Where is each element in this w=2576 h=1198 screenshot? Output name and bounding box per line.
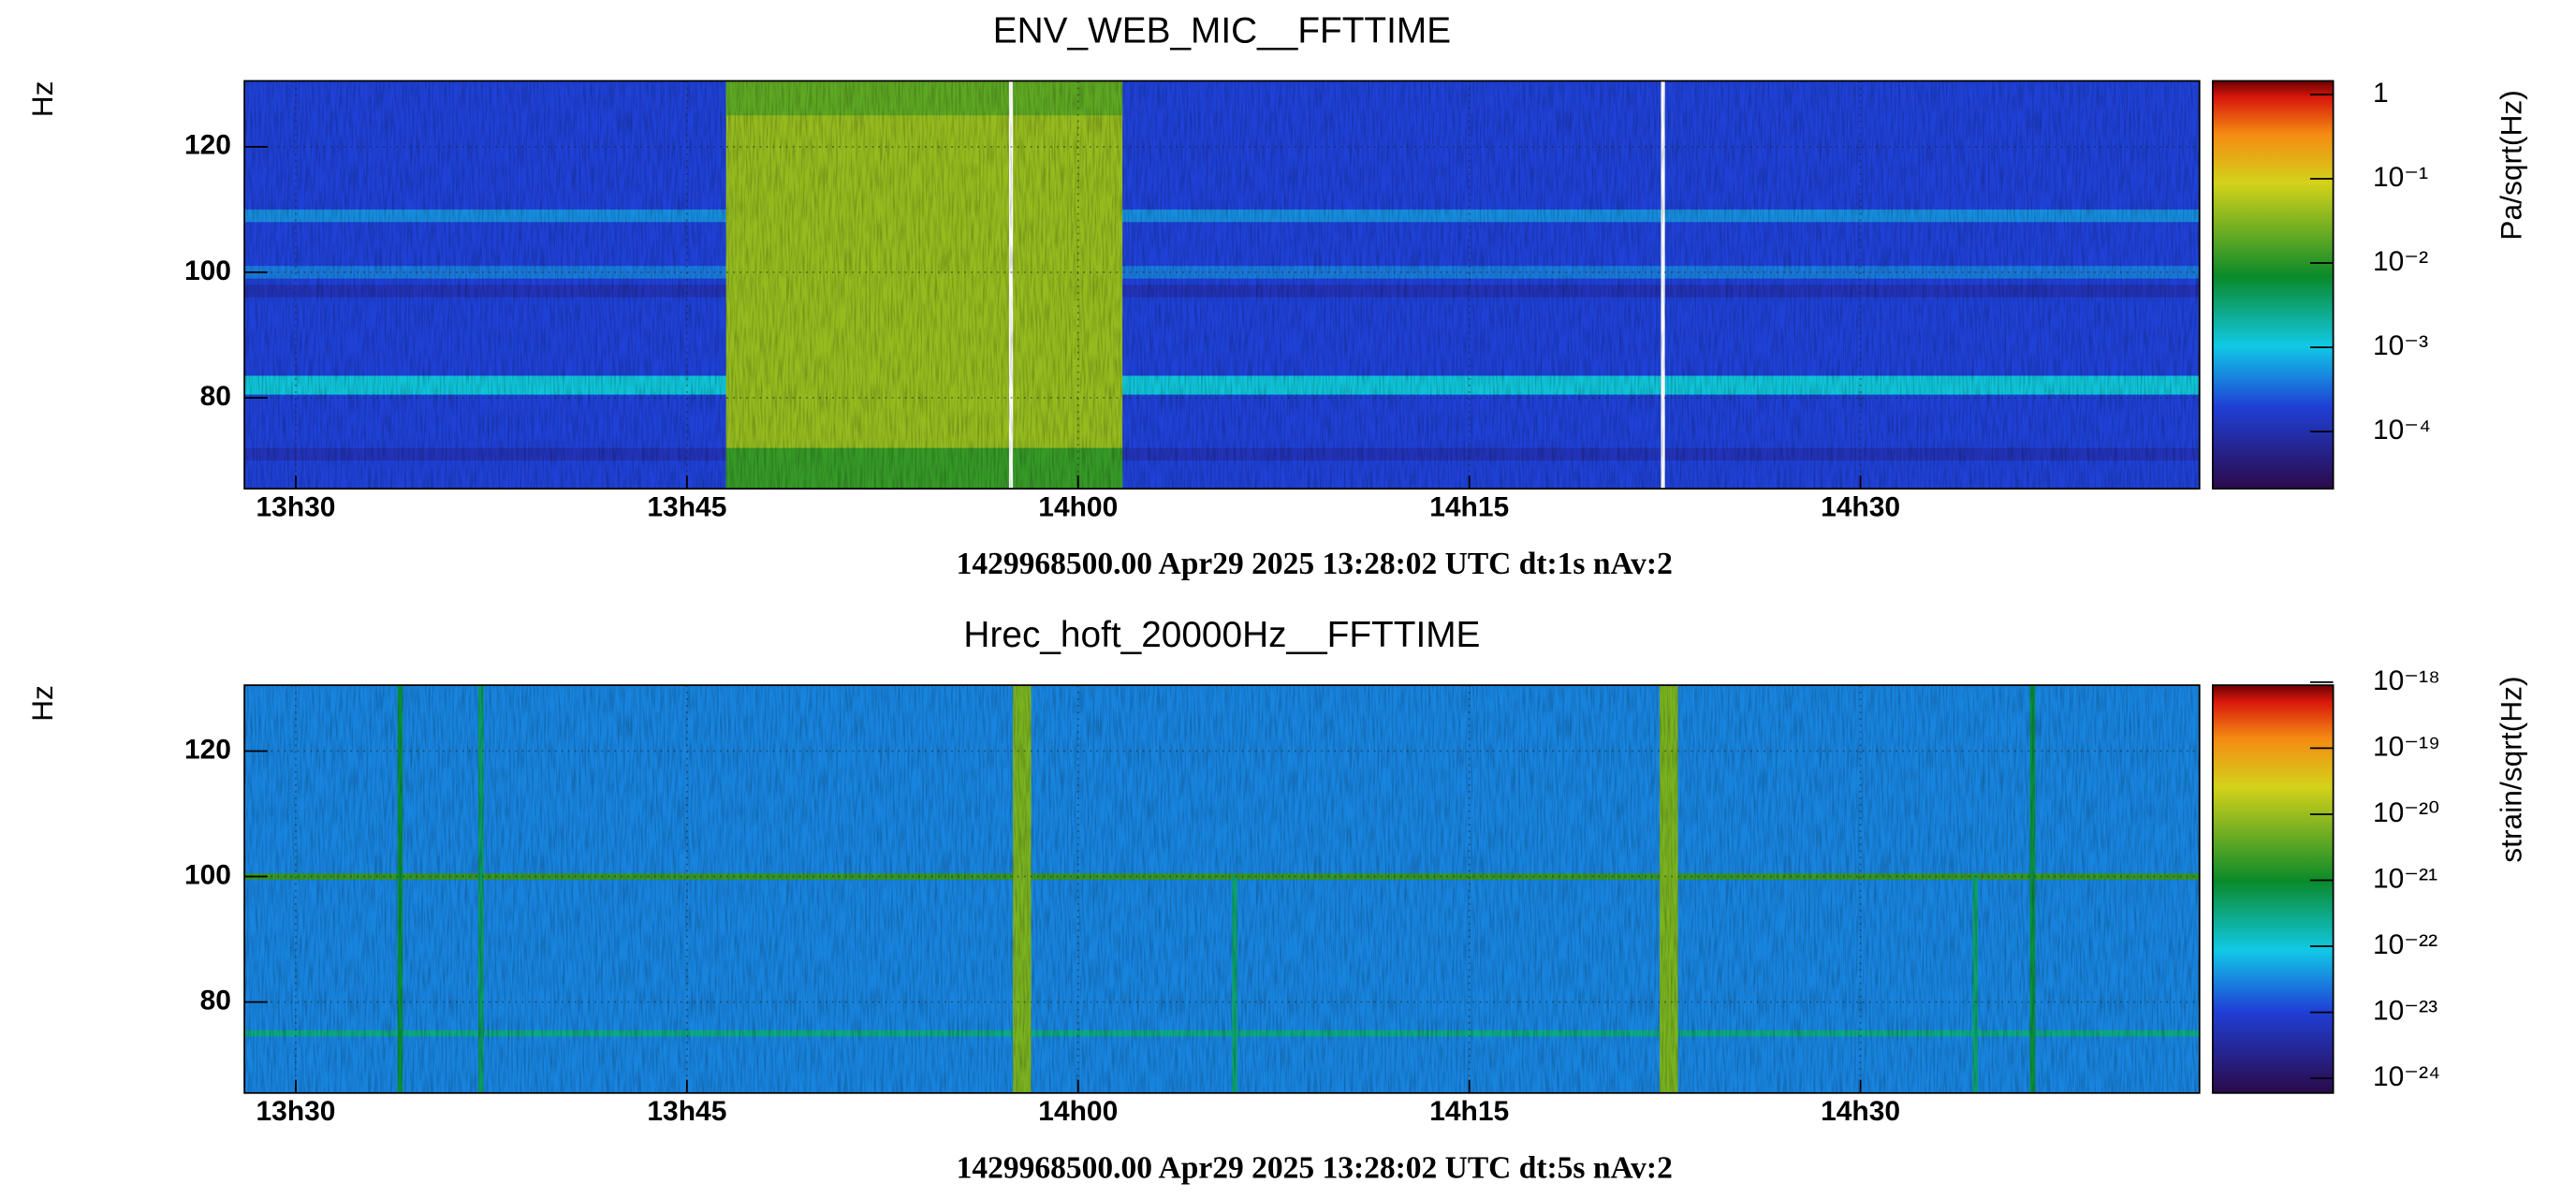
colorbar-tick-label: 10⁻¹ — [2373, 162, 2428, 193]
y-tick-label: 120 — [184, 734, 231, 765]
texture — [244, 80, 2200, 489]
y-tick-label: 100 — [184, 256, 231, 286]
x-tick-label: 14h00 — [1038, 491, 1118, 522]
colorbar-tick-label: 10⁻² — [2373, 246, 2428, 277]
plot-frame — [243, 80, 2201, 490]
x-tick-label: 13h30 — [256, 491, 336, 522]
panel: 13h30 13h45 14h00 14h15 14h30 80 100 120 10⁻¹⁸ 10… — [25, 615, 2527, 1185]
chart-title: ENV_WEB_MIC__FFTTIME — [993, 11, 1451, 51]
colorbar-label: strain/sqrt(Hz) — [2494, 676, 2527, 862]
y-tick-label: 80 — [200, 381, 231, 412]
x-axis-footer: 1429968500.00 Apr29 2025 13:28:02 UTC dt… — [957, 547, 1673, 581]
colorbar-tick-label: 10⁻²⁰ — [2373, 797, 2439, 828]
x-tick-label: 14h30 — [1821, 491, 1900, 522]
x-tick-label: 14h15 — [1429, 1096, 1509, 1127]
panel: 13h30 13h45 14h00 14h15 14h30 80 100 120 1 10⁻¹ 10… — [25, 11, 2527, 581]
y-axis-label: Hz — [25, 80, 59, 117]
x-tick-label: 13h45 — [647, 491, 726, 522]
y-tick-label: 120 — [184, 130, 231, 161]
colorbar-label: Pa/sqrt(Hz) — [2494, 90, 2527, 241]
colorbar — [2211, 684, 2334, 1094]
plot-area — [244, 80, 2200, 489]
y-axis-label: Hz — [25, 685, 59, 722]
x-tick-label: 14h00 — [1038, 1096, 1118, 1127]
x-tick-label: 14h15 — [1429, 491, 1509, 522]
colorbar-tick-label: 10⁻³ — [2373, 330, 2428, 361]
y-tick-label: 80 — [200, 986, 231, 1016]
x-tick-label: 13h30 — [256, 1096, 336, 1127]
texture — [244, 685, 2200, 1093]
x-tick-label: 14h30 — [1821, 1096, 1900, 1127]
colorbar-tick-label: 10⁻²¹ — [2373, 863, 2437, 894]
plot-frame — [243, 684, 2201, 1094]
colorbar-tick-label: 10⁻²³ — [2373, 996, 2437, 1027]
colorbar-tick-label: 10⁻¹⁹ — [2373, 731, 2440, 762]
colorbar-tick-label: 1 — [2373, 78, 2389, 109]
colorbar-tick-label: 10⁻¹⁸ — [2373, 665, 2440, 696]
x-axis-footer: 1429968500.00 Apr29 2025 13:28:02 UTC dt… — [957, 1150, 1673, 1185]
colorbar-tick-label: 10⁻²⁴ — [2373, 1061, 2440, 1092]
colorbar-tick-label: 10⁻⁴ — [2373, 415, 2431, 446]
x-tick-label: 13h45 — [647, 1096, 726, 1127]
y-tick-label: 100 — [184, 859, 231, 890]
plot-area — [244, 685, 2200, 1093]
colorbar-tick-label: 10⁻²² — [2373, 929, 2437, 960]
colorbar — [2211, 80, 2334, 490]
chart-title: Hrec_hoft_20000Hz__FFTTIME — [963, 615, 1480, 655]
